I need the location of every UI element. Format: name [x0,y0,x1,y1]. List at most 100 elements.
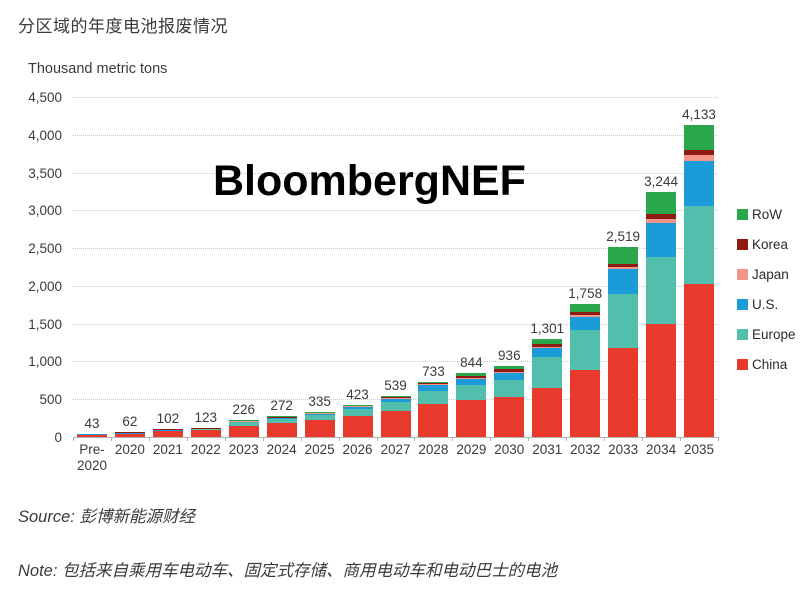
legend-item-japan: Japan [737,267,796,282]
bar-segment-korea-2024 [266,416,297,418]
bar-segment-korea-2034 [646,213,677,220]
bar-segment-us-2034 [646,222,677,257]
legend-swatch [737,359,748,370]
gridline [73,172,718,174]
bar-segment-row-2031 [532,338,563,344]
y-tick-label: 4,500 [28,90,62,105]
legend-item-china: China [737,357,796,372]
bar-total-label: 936 [498,348,521,364]
y-tick-label: 4,000 [28,127,62,143]
bar-segment-korea-2029 [456,375,487,378]
x-tick-label: 2024 [266,442,297,457]
bar-segment-europe-2025 [304,415,335,421]
x-tick-label: 2032 [570,442,601,457]
bar-segment-china-2026 [342,416,373,437]
x-axis-tick [604,437,606,441]
bar-segment-us-2025 [304,412,335,416]
bar-segment-us-2028 [418,384,449,391]
bar-segment-japan-2034 [646,219,677,223]
bar-segment-korea-2033 [608,263,639,267]
bar-total-label: 272 [270,398,293,414]
x-axis-tick [73,437,74,441]
bar-segment-japan-2035 [684,155,715,162]
bar-segment-korea-2026 [342,405,373,407]
x-axis-tick [338,437,340,441]
legend-label: China [752,357,788,372]
note-line: Note: 包括来自乘用车电动车、固定式存储、商用电动车和电动巴士的电池 [18,557,788,581]
bar-segment-row-2033 [608,246,639,264]
x-axis-tick [680,437,682,441]
bar-segment-korea-2025 [304,411,335,413]
bar-segment-europe-2029 [456,384,487,400]
y-tick-label: 0 [54,430,62,445]
bar-segment-china-2032 [570,369,601,437]
x-axis-tick [528,437,530,441]
note-text: 包括来自乘用车电动车、固定式存储、商用电动车和电动巴士的电池 [62,562,558,580]
bar-segment-japan-2031 [532,346,563,348]
y-axis-unit-label: Thousand metric tons [28,61,168,77]
bar-segment-japan-2030 [494,371,525,373]
bar-segment-europe-2033 [608,293,639,348]
bar-segment-korea-2030 [494,369,525,372]
bar-total-label: 539 [384,378,407,394]
gridline [73,361,718,363]
bar-segment-japan-2032 [570,314,601,317]
bar-segment-europe-2026 [342,409,373,417]
bar-segment-japan-2029 [456,377,487,379]
bar-segment-us-2030 [494,372,525,380]
bar-total-label: 844 [460,355,483,371]
x-axis-tick [110,437,112,441]
x-tick-label: 2028 [418,442,449,457]
chart-title: 分区域的年度电池报废情况 [18,17,228,36]
bar-segment-europe-2022 [190,428,221,431]
x-axis-tick [186,437,188,441]
x-tick-label: 2025 [304,442,335,457]
bar-segment-korea-2023 [228,420,259,421]
bar-segment-china-2031 [532,387,563,437]
x-axis-tick [642,437,644,441]
bar-segment-korea-2027 [380,396,411,398]
x-tick-label: 2022 [190,442,221,457]
bar-total-label: 2,519 [606,228,641,244]
bar-segment-us-2029 [456,378,487,385]
x-axis-tick [490,437,492,441]
bar-segment-us-2027 [380,398,411,403]
bar-segment-europe-2034 [646,256,677,325]
bar-total-label: 423 [346,387,369,403]
note-label: Note: [18,562,58,580]
bar-segment-china-2029 [456,399,487,437]
x-axis-tick [566,437,568,441]
bar-segment-us-2032 [570,316,601,331]
y-tick-label: 500 [39,392,62,408]
x-tick-label: 2020 [114,442,145,457]
y-tick-label: 3,000 [28,203,62,219]
x-tick-label: 2027 [380,442,411,457]
bar-segment-europe-2024 [266,419,297,424]
y-tick-label: 1,500 [28,316,62,332]
bar-segment-europe-2023 [228,422,259,426]
bar-segment-us-2023 [228,420,259,423]
bar-segment-europe-2027 [380,402,411,412]
bar-segment-china-2025 [304,420,335,437]
bar-segment-korea-2031 [532,343,563,347]
bar-segment-us-2035 [684,161,715,207]
legend-item-europe: Europe [737,327,796,342]
legend-swatch [737,299,748,310]
legend-label: RoW [752,207,782,222]
bar-segment-china-2033 [608,347,639,437]
bar-segment-row-2035 [684,124,715,150]
source-text: 彭博新能源财经 [79,508,195,526]
legend-swatch [737,209,748,220]
bar-segment-china-2024 [266,423,297,437]
legend-item-row: RoW [737,207,796,222]
x-tick-label: 2033 [608,442,639,457]
x-axis-tick [414,437,416,441]
gridline [73,285,718,287]
bar-total-label: 4,133 [682,106,716,122]
x-axis-tick [718,437,719,441]
bar-total-label: 1,758 [568,286,603,302]
legend-item-us: U.S. [737,297,796,312]
bar-segment-europe-2031 [532,356,563,388]
x-axis-tick [376,437,378,441]
x-tick-label: 2021 [152,442,183,457]
